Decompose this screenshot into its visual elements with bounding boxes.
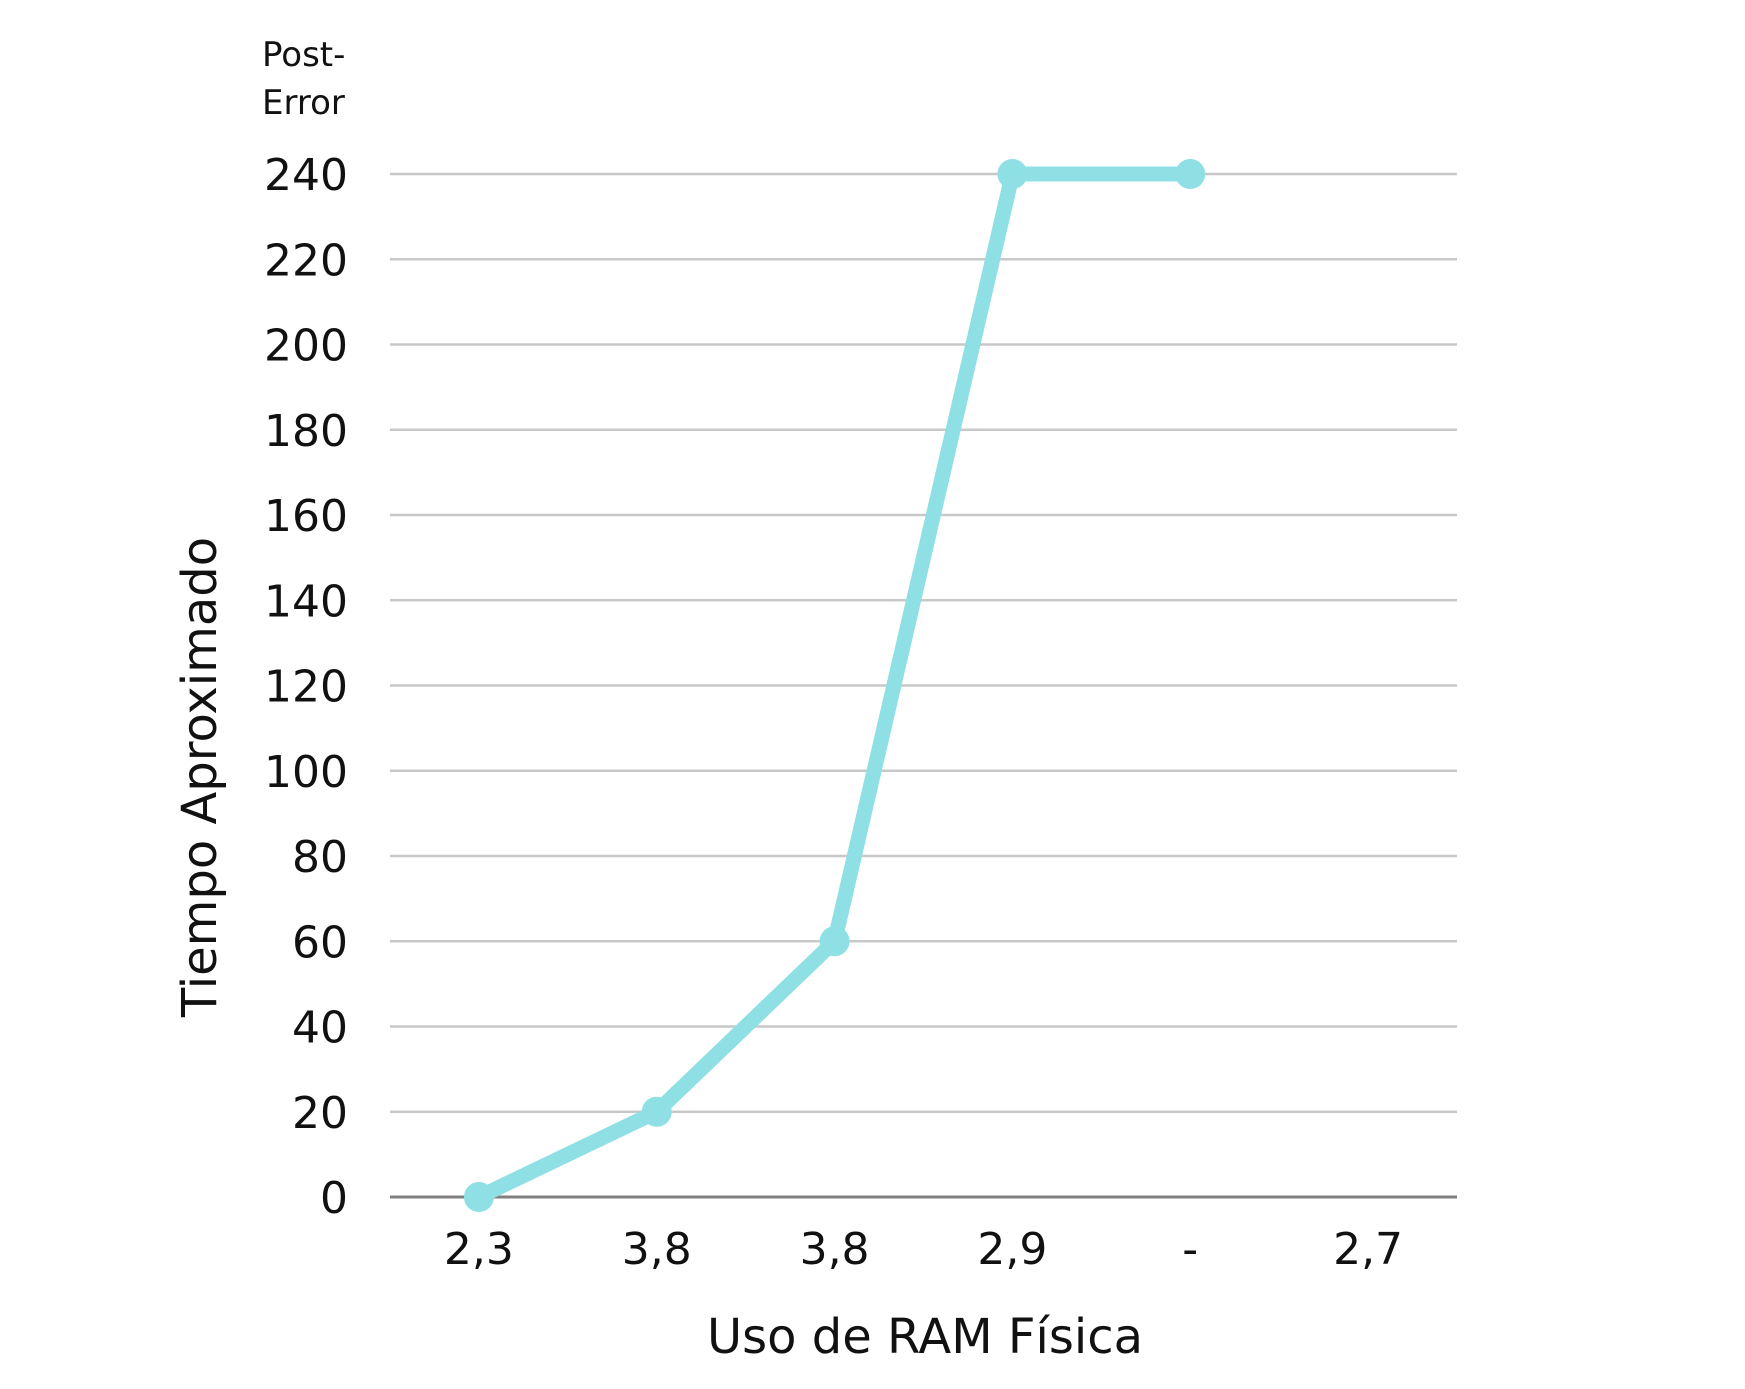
y-axis-title: Tiempo Aproximado <box>172 537 228 1018</box>
gridlines <box>390 172 1457 1199</box>
y-tick-label: 40 <box>292 1003 348 1054</box>
data-point <box>819 926 850 957</box>
data-point <box>1175 159 1206 189</box>
y-tick-labels: 0 20 40 60 80 100 120 140 160 180 200 220 240 <box>264 150 348 1224</box>
y-tick-label: 60 <box>292 917 348 968</box>
x-tick-label: - <box>1182 1224 1198 1275</box>
y-tick-label: 220 <box>264 235 348 286</box>
corner-label-line-1: Post- <box>262 35 345 75</box>
series-layer <box>463 159 1206 1212</box>
y-tick-label: 80 <box>292 832 348 883</box>
data-point <box>463 1182 494 1212</box>
y-tick-label: 180 <box>264 406 348 457</box>
y-tick-label: 240 <box>264 150 348 201</box>
y-tick-label: 120 <box>264 662 348 713</box>
y-tick-label: 200 <box>264 321 348 372</box>
data-point <box>641 1096 672 1127</box>
x-tick-label: 3,8 <box>622 1224 692 1275</box>
y-tick-label: 160 <box>264 491 348 542</box>
corner-label-line-2: Error <box>262 83 345 123</box>
y-tick-label: 140 <box>264 576 348 627</box>
y-tick-label: 20 <box>292 1088 348 1139</box>
x-tick-label: 2,7 <box>1333 1224 1403 1275</box>
x-tick-label: 3,8 <box>800 1224 870 1275</box>
x-axis-title: Uso de RAM Física <box>707 1309 1143 1365</box>
data-point <box>997 159 1028 189</box>
x-tick-label: 2,3 <box>444 1224 514 1275</box>
x-tick-labels: 2,3 3,8 3,8 2,9 - 2,7 <box>444 1224 1403 1275</box>
y-tick-label: 0 <box>320 1173 348 1224</box>
x-tick-label: 2,9 <box>977 1224 1047 1275</box>
y-tick-label: 100 <box>264 747 348 798</box>
